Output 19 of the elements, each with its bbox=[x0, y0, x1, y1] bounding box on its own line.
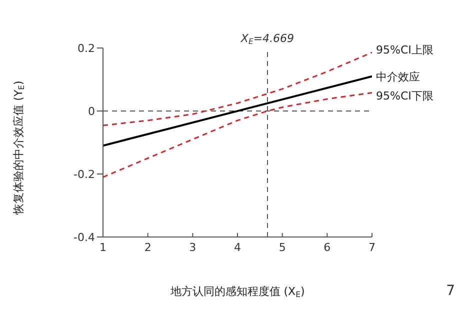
line-series bbox=[103, 92, 372, 178]
x-tick-label: 6 bbox=[324, 240, 331, 254]
y-tick-label: -0.2 bbox=[74, 168, 95, 181]
series-label: 95%CI下限 bbox=[376, 90, 434, 103]
series-label: 中介效应 bbox=[376, 70, 420, 84]
ref-line-label: X$_{E}$=4.669 bbox=[240, 32, 294, 46]
x-tick-label: 3 bbox=[189, 240, 196, 254]
text: 7 bbox=[446, 283, 455, 299]
line-series bbox=[103, 52, 372, 126]
x-tick-label: 4 bbox=[234, 240, 241, 254]
x-axis-title: 地方认同的感知程度值 (X$_{E}$) bbox=[169, 285, 305, 300]
x-tick-label: 5 bbox=[278, 240, 286, 254]
y-tick-label: 0.2 bbox=[78, 42, 95, 55]
y-tick-label: 0 bbox=[88, 104, 95, 118]
series-label: 95%CI上限 bbox=[376, 43, 434, 56]
y-tick-label: -0.4 bbox=[74, 230, 95, 244]
x-tick-label: 2 bbox=[144, 240, 152, 254]
x-tick-label: 1 bbox=[100, 240, 106, 254]
x-tick-label: 7 bbox=[368, 240, 376, 254]
